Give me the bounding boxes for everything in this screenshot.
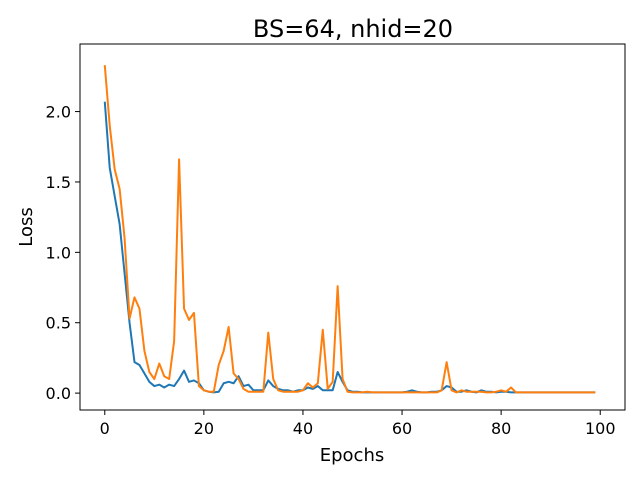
y-axis-ticks: 0.0 0.5 1.0 1.5 2.0: [46, 103, 80, 403]
y-tick-label: 2.0: [46, 103, 71, 122]
chart-title: BS=64, nhid=20: [253, 15, 453, 43]
series-line-1: [103, 101, 596, 394]
x-tick-label: 80: [491, 419, 511, 438]
x-tick-label: 100: [585, 419, 616, 438]
plot-lines: [103, 65, 596, 394]
series-line-2: [103, 65, 596, 394]
x-tick-label: 40: [293, 419, 313, 438]
y-tick-label: 1.5: [46, 173, 71, 192]
x-axis-label: Epochs: [320, 445, 385, 466]
x-axis-ticks: 0 20 40 60 80 100: [100, 410, 616, 438]
x-tick-label: 20: [194, 419, 214, 438]
axes-frame: [79, 43, 626, 411]
x-tick-label: 0: [100, 419, 110, 438]
y-tick-label: 1.0: [46, 243, 71, 262]
y-tick-label: 0.5: [46, 314, 71, 333]
y-tick-label: 0.0: [46, 384, 71, 403]
y-axis-label: Loss: [16, 207, 37, 246]
x-tick-label: 60: [392, 419, 412, 438]
